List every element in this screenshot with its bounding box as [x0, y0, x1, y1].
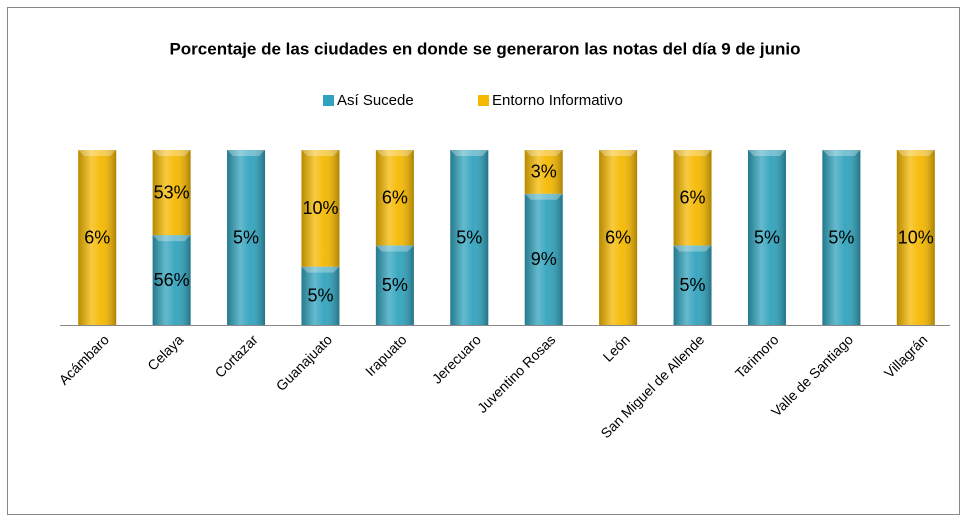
- data-label: 9%: [531, 249, 557, 269]
- data-label: 3%: [531, 162, 557, 182]
- data-label: 56%: [154, 270, 190, 290]
- bar-cap: [599, 150, 638, 156]
- chart-title: Porcentaje de las ciudades en donde se g…: [169, 39, 800, 58]
- bar-shade: [524, 193, 563, 325]
- data-label: 5%: [456, 227, 482, 247]
- data-label: 5%: [307, 286, 333, 306]
- bar-cap: [524, 193, 563, 200]
- bar-shade: [78, 150, 117, 325]
- data-label: 5%: [754, 227, 780, 247]
- bar-shade: [301, 266, 340, 325]
- bar-cap: [227, 150, 266, 156]
- bar-shade: [896, 150, 935, 325]
- data-label: 5%: [382, 275, 408, 295]
- bar-cap: [301, 150, 340, 156]
- bar-shade: [375, 245, 414, 325]
- legend-label: Así Sucede: [337, 92, 414, 109]
- bar-shade: [673, 150, 712, 246]
- data-label: 6%: [382, 187, 408, 207]
- data-label: 6%: [680, 187, 706, 207]
- bar-shade: [227, 150, 266, 325]
- bar-cap: [301, 266, 340, 273]
- bar-cap: [152, 235, 191, 242]
- bar-cap: [78, 150, 117, 156]
- bar-cap: [524, 150, 563, 156]
- bar-cap: [747, 150, 786, 156]
- bar-shade: [822, 150, 861, 325]
- bar-shade: [747, 150, 786, 325]
- bar-shade: [301, 150, 340, 267]
- bar-cap: [450, 150, 489, 156]
- bar-shade: [450, 150, 489, 325]
- bar-cap: [673, 150, 712, 156]
- data-label: 6%: [605, 227, 631, 247]
- bar-cap: [673, 245, 712, 252]
- bar-cap: [822, 150, 861, 156]
- data-label: 5%: [828, 227, 854, 247]
- bar-shade: [152, 235, 191, 325]
- bar-cap: [896, 150, 935, 156]
- data-label: 10%: [898, 227, 934, 247]
- data-label: 5%: [680, 275, 706, 295]
- bar-cap: [152, 150, 191, 156]
- bar-shade: [152, 150, 191, 236]
- bar-cap: [375, 150, 414, 156]
- legend-swatch: [478, 95, 489, 106]
- bar-shade: [524, 150, 563, 194]
- data-label: 10%: [302, 198, 338, 218]
- data-label: 5%: [233, 227, 259, 247]
- legend-label: Entorno Informativo: [492, 92, 623, 109]
- data-label: 53%: [154, 182, 190, 202]
- data-label: 6%: [84, 227, 110, 247]
- bar-shade: [673, 245, 712, 325]
- bar-shade: [599, 150, 638, 325]
- bar-cap: [375, 245, 414, 252]
- bar-shade: [375, 150, 414, 246]
- legend-swatch: [323, 95, 334, 106]
